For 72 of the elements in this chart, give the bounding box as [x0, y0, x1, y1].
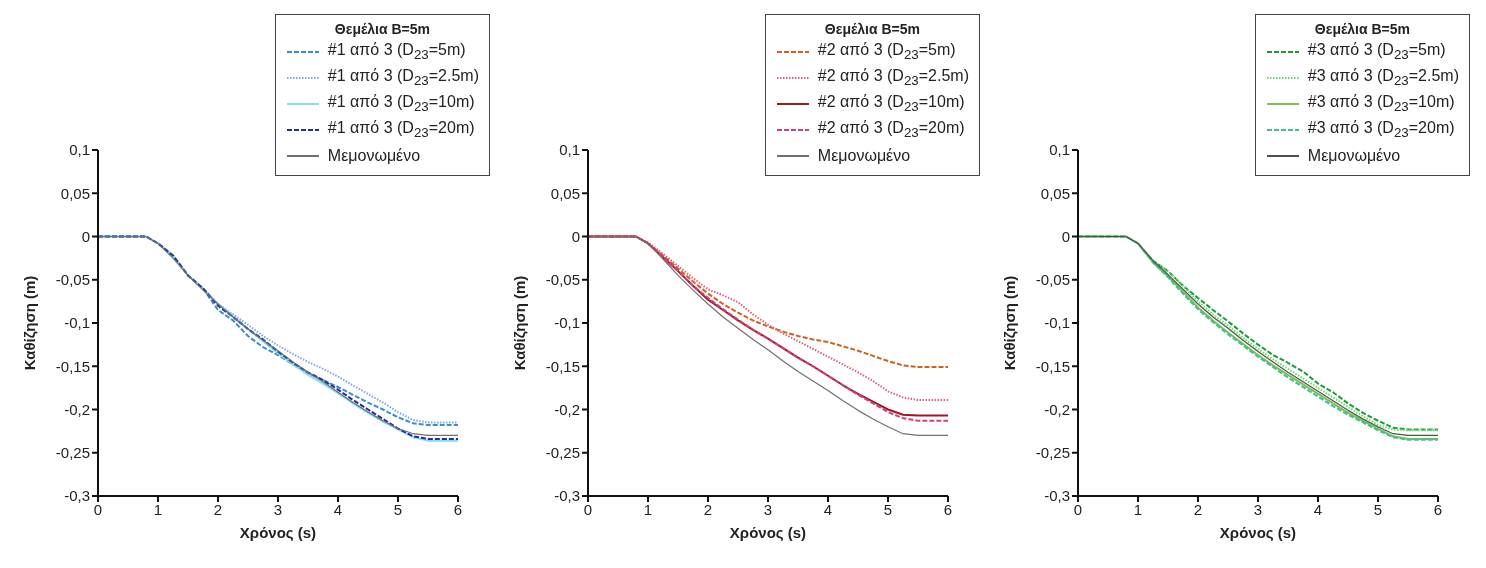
x-tick-label: 4	[823, 500, 833, 518]
x-tick-label: 2	[213, 500, 223, 518]
x-tick-label: 0	[1073, 500, 1083, 518]
legend-label: Μεμονωμένο	[327, 147, 421, 165]
y-tick-label: -0,3	[554, 487, 580, 505]
legend-label: #2 από 3 (D$_{23}$=10m)	[817, 93, 965, 115]
x-tick-label: 3	[1253, 500, 1263, 518]
y-tick-label: -0,3	[64, 487, 90, 505]
y-tick-label: 0,05	[1040, 184, 1070, 202]
x-tick-label: 0	[93, 500, 103, 518]
x-tick-label: 5	[1373, 500, 1383, 518]
legend-label: #1 από 3 (D$_{23}$=5m)	[327, 41, 466, 63]
x-tick-label: 2	[703, 500, 713, 518]
y-tick-label: -0,25	[1035, 444, 1070, 462]
y-tick-label: -0,2	[554, 400, 580, 418]
legend-label: #2 από 3 (D$_{23}$=20m)	[817, 119, 965, 141]
legend-label: #1 από 3 (D$_{23}$=10m)	[327, 93, 475, 115]
y-tick-label: -0,15	[545, 357, 580, 375]
legend-label: #2 από 3 (D$_{23}$=2.5m)	[817, 67, 969, 89]
legend-label: #3 από 3 (D$_{23}$=2.5m)	[1307, 67, 1459, 89]
y-tick-label: 0	[571, 227, 580, 245]
legend-label: #2 από 3 (D$_{23}$=5m)	[817, 41, 956, 63]
legend-label: Μεμονωμένο	[1307, 147, 1401, 165]
legend-title: Θεμέλια B=5m	[333, 21, 431, 37]
x-axis-title: Χρόνος (s)	[729, 524, 807, 541]
y-tick-label: 0	[1061, 227, 1070, 245]
legend-label: #3 από 3 (D$_{23}$=10m)	[1307, 93, 1455, 115]
x-tick-label: 1	[1133, 500, 1143, 518]
x-tick-label: 5	[393, 500, 403, 518]
y-tick-label: -0,2	[64, 400, 90, 418]
y-tick-label: -0,2	[1044, 400, 1070, 418]
x-tick-label: 3	[763, 500, 773, 518]
x-tick-label: 3	[273, 500, 283, 518]
legend-title: Θεμέλια B=5m	[1313, 21, 1411, 37]
legend-label: Μεμονωμένο	[817, 147, 911, 165]
y-tick-label: 0,1	[559, 141, 580, 159]
y-axis-title: Καθίζηση (m)	[1001, 275, 1019, 371]
x-tick-label: 2	[1193, 500, 1203, 518]
y-tick-label: 0	[81, 227, 90, 245]
y-tick-label: -0,15	[55, 357, 90, 375]
y-tick-label: -0,15	[1035, 357, 1070, 375]
legend-label: #1 από 3 (D$_{23}$=2.5m)	[327, 67, 479, 89]
x-tick-label: 6	[1433, 500, 1443, 518]
y-tick-label: -0,05	[55, 271, 90, 289]
x-tick-label: 1	[153, 500, 163, 518]
x-tick-label: 6	[453, 500, 463, 518]
x-tick-label: 4	[1313, 500, 1323, 518]
x-axis-title: Χρόνος (s)	[239, 524, 317, 541]
y-tick-label: 0,05	[550, 184, 580, 202]
x-tick-label: 4	[333, 500, 343, 518]
x-axis-title: Χρόνος (s)	[1219, 524, 1297, 541]
y-tick-label: 0,05	[60, 184, 90, 202]
legend-title: Θεμέλια B=5m	[823, 21, 921, 37]
y-tick-label: -0,3	[1044, 487, 1070, 505]
y-tick-label: -0,1	[64, 314, 90, 332]
y-tick-label: -0,05	[1035, 271, 1070, 289]
x-tick-label: 6	[943, 500, 953, 518]
y-tick-label: 0,1	[1049, 141, 1070, 159]
y-axis-title: Καθίζηση (m)	[21, 275, 39, 371]
y-tick-label: -0,1	[554, 314, 580, 332]
x-tick-label: 1	[643, 500, 653, 518]
y-tick-label: -0,25	[55, 444, 90, 462]
legend-label: #1 από 3 (D$_{23}$=20m)	[327, 119, 475, 141]
y-axis-title: Καθίζηση (m)	[511, 275, 529, 371]
y-tick-label: 0,1	[69, 141, 90, 159]
legend-label: #3 από 3 (D$_{23}$=5m)	[1307, 41, 1446, 63]
x-tick-label: 5	[883, 500, 893, 518]
x-tick-label: 0	[583, 500, 593, 518]
legend-label: #3 από 3 (D$_{23}$=20m)	[1307, 119, 1455, 141]
y-tick-label: -0,05	[545, 271, 580, 289]
y-tick-label: -0,1	[1044, 314, 1070, 332]
y-tick-label: -0,25	[545, 444, 580, 462]
